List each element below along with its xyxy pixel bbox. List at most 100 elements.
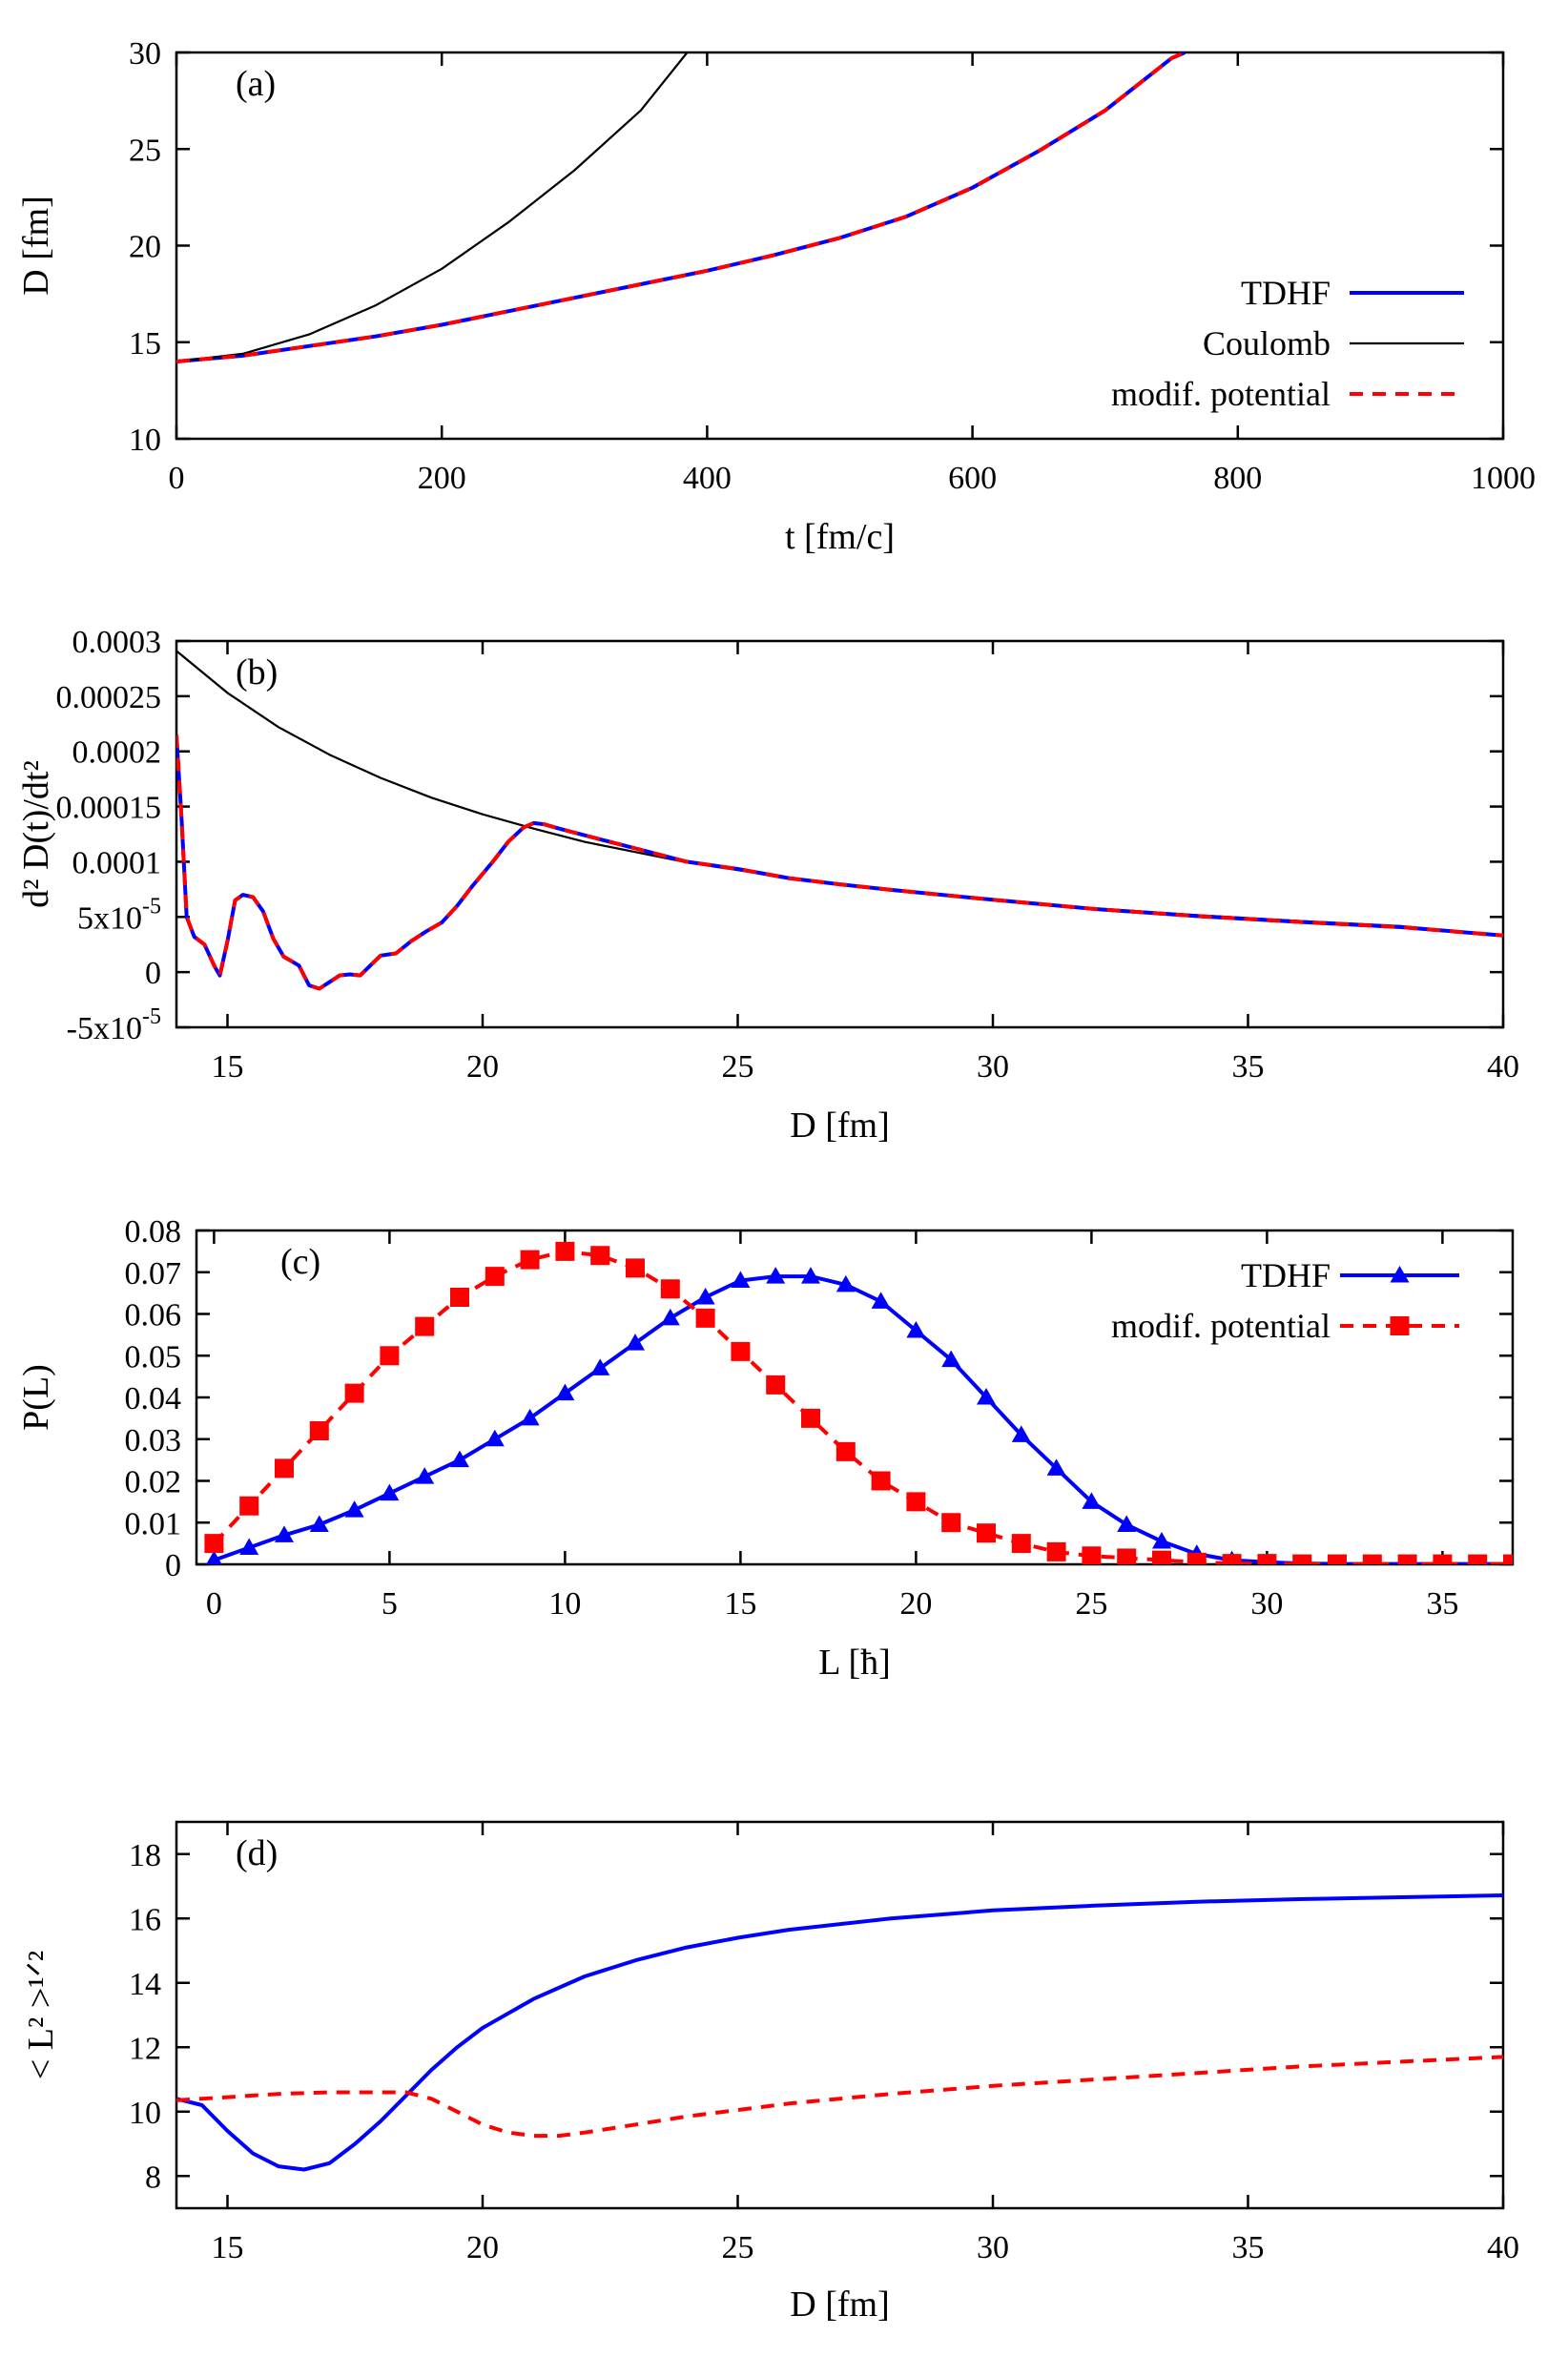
series-group xyxy=(176,52,1186,363)
point-marker-square xyxy=(555,1241,575,1261)
x-tick-label: 0 xyxy=(206,1586,222,1622)
y-tick-label: 0.0001 xyxy=(72,845,162,880)
y-tick-label: 10 xyxy=(129,423,161,458)
point-marker-triangle xyxy=(660,1308,680,1326)
x-axis-label: t [fm/c] xyxy=(785,517,895,557)
point-marker-triangle xyxy=(415,1467,435,1484)
y-tick-label: 0.00025 xyxy=(56,680,162,715)
legend: TDHF Coulomb modif. potential xyxy=(1111,274,1464,413)
y-tick-label: 0.0003 xyxy=(72,625,162,660)
y-tick-label: 0.00015 xyxy=(56,791,162,826)
point-marker-square xyxy=(660,1279,680,1299)
x-tick-label: 35 xyxy=(1232,1049,1265,1085)
point-marker-triangle xyxy=(344,1500,364,1518)
point-marker-square xyxy=(520,1250,540,1270)
point-marker-square xyxy=(977,1523,996,1543)
legend-marker xyxy=(1390,1316,1410,1335)
y-tick-label: 0.05 xyxy=(125,1339,182,1375)
y-tick-label: 12 xyxy=(129,2031,161,2066)
series-line-coulomb xyxy=(176,650,1503,938)
y-tick-label: 5x10-5 xyxy=(77,894,161,936)
x-tick-label: 5 xyxy=(382,1586,398,1622)
point-marker-triangle xyxy=(1152,1531,1171,1549)
y-tick-label: 0.02 xyxy=(125,1465,182,1500)
series-line-modif--potential xyxy=(176,52,1186,363)
y-tick-label: 14 xyxy=(129,1967,161,2002)
point-marker-square xyxy=(239,1496,259,1516)
series-group xyxy=(176,650,1503,991)
y-axis-label: d² D(t)/dt² xyxy=(16,760,56,908)
legend: TDHF modif. potential xyxy=(1111,1256,1459,1345)
x-axis-label: D [fm] xyxy=(790,1106,889,1146)
point-marker-square xyxy=(1433,1554,1453,1564)
point-marker-square xyxy=(344,1383,364,1403)
legend-label: TDHF xyxy=(1241,274,1331,312)
series-line-modif--potential xyxy=(212,1249,1513,1564)
point-marker-square xyxy=(204,1534,224,1554)
point-marker-square xyxy=(380,1346,400,1366)
point-marker-square xyxy=(1397,1554,1417,1564)
point-marker-triangle xyxy=(485,1429,505,1447)
point-marker-square xyxy=(695,1308,715,1328)
y-tick-label: 30 xyxy=(129,36,161,72)
panel-label: (d) xyxy=(236,1833,278,1873)
series-group xyxy=(204,1241,1513,1564)
series-line-modif--potential xyxy=(176,2055,1503,2139)
series-line-tdhf xyxy=(176,734,1503,991)
y-tick-label: 16 xyxy=(129,1902,161,1937)
point-marker-square xyxy=(731,1341,751,1361)
point-marker-square xyxy=(309,1421,329,1440)
y-tick-label: 0.03 xyxy=(125,1423,182,1458)
point-marker-square xyxy=(1503,1554,1513,1564)
y-tick-label: 0.0002 xyxy=(72,735,162,771)
plot-frame-d xyxy=(175,1820,1505,2210)
panel-label: (b) xyxy=(236,652,278,693)
point-marker-triangle xyxy=(766,1267,786,1284)
x-axis-label: L [ħ] xyxy=(818,1643,891,1683)
point-marker-square xyxy=(1152,1550,1171,1564)
series-line-tdhf xyxy=(176,1893,1503,2172)
point-marker-triangle xyxy=(450,1450,469,1468)
panel-label: (a) xyxy=(236,64,276,104)
series-group xyxy=(176,1893,1503,2172)
point-marker-square xyxy=(450,1288,469,1307)
point-marker-square xyxy=(415,1316,435,1336)
point-marker-triangle xyxy=(871,1292,891,1309)
point-marker-square xyxy=(626,1258,645,1278)
point-marker-triangle xyxy=(977,1388,996,1405)
point-marker-triangle xyxy=(626,1334,645,1351)
point-marker-triangle xyxy=(275,1525,294,1542)
point-marker-triangle xyxy=(555,1383,575,1401)
point-marker-triangle xyxy=(1011,1425,1031,1442)
point-marker-triangle xyxy=(206,1550,222,1564)
point-marker-square xyxy=(1082,1546,1102,1564)
point-marker-triangle xyxy=(590,1358,610,1375)
point-marker-triangle xyxy=(1046,1458,1066,1476)
point-marker-square xyxy=(766,1375,786,1395)
x-tick-label: 1000 xyxy=(1471,461,1536,496)
y-axis-label: < L² >¹ᐟ² xyxy=(21,1951,61,2079)
x-tick-label: 15 xyxy=(724,1586,756,1622)
point-marker-square xyxy=(590,1246,610,1266)
point-marker-square xyxy=(1117,1548,1137,1564)
x-tick-label: 600 xyxy=(948,461,997,496)
y-tick-label: -5x10-5 xyxy=(67,1004,161,1046)
y-tick-label: 20 xyxy=(129,230,161,265)
point-marker-square xyxy=(1362,1554,1382,1564)
x-tick-label: 400 xyxy=(683,461,732,496)
plot-frame-b xyxy=(175,639,1505,1029)
x-tick-label: 15 xyxy=(212,2230,244,2265)
legend-label: Coulomb xyxy=(1203,324,1331,362)
y-axis-label: D [fm] xyxy=(16,196,56,295)
point-marker-square xyxy=(1222,1554,1242,1564)
x-axis-label: D [fm] xyxy=(790,2285,889,2325)
point-marker-square xyxy=(1257,1554,1277,1564)
point-marker-square xyxy=(1046,1541,1066,1561)
point-marker-square xyxy=(906,1492,926,1512)
x-tick-label: 10 xyxy=(548,1586,581,1622)
x-tick-label: 30 xyxy=(1250,1586,1283,1622)
x-tick-label: 40 xyxy=(1487,2230,1519,2265)
x-tick-label: 35 xyxy=(1232,2230,1265,2265)
legend-label: modif. potential xyxy=(1111,375,1331,413)
